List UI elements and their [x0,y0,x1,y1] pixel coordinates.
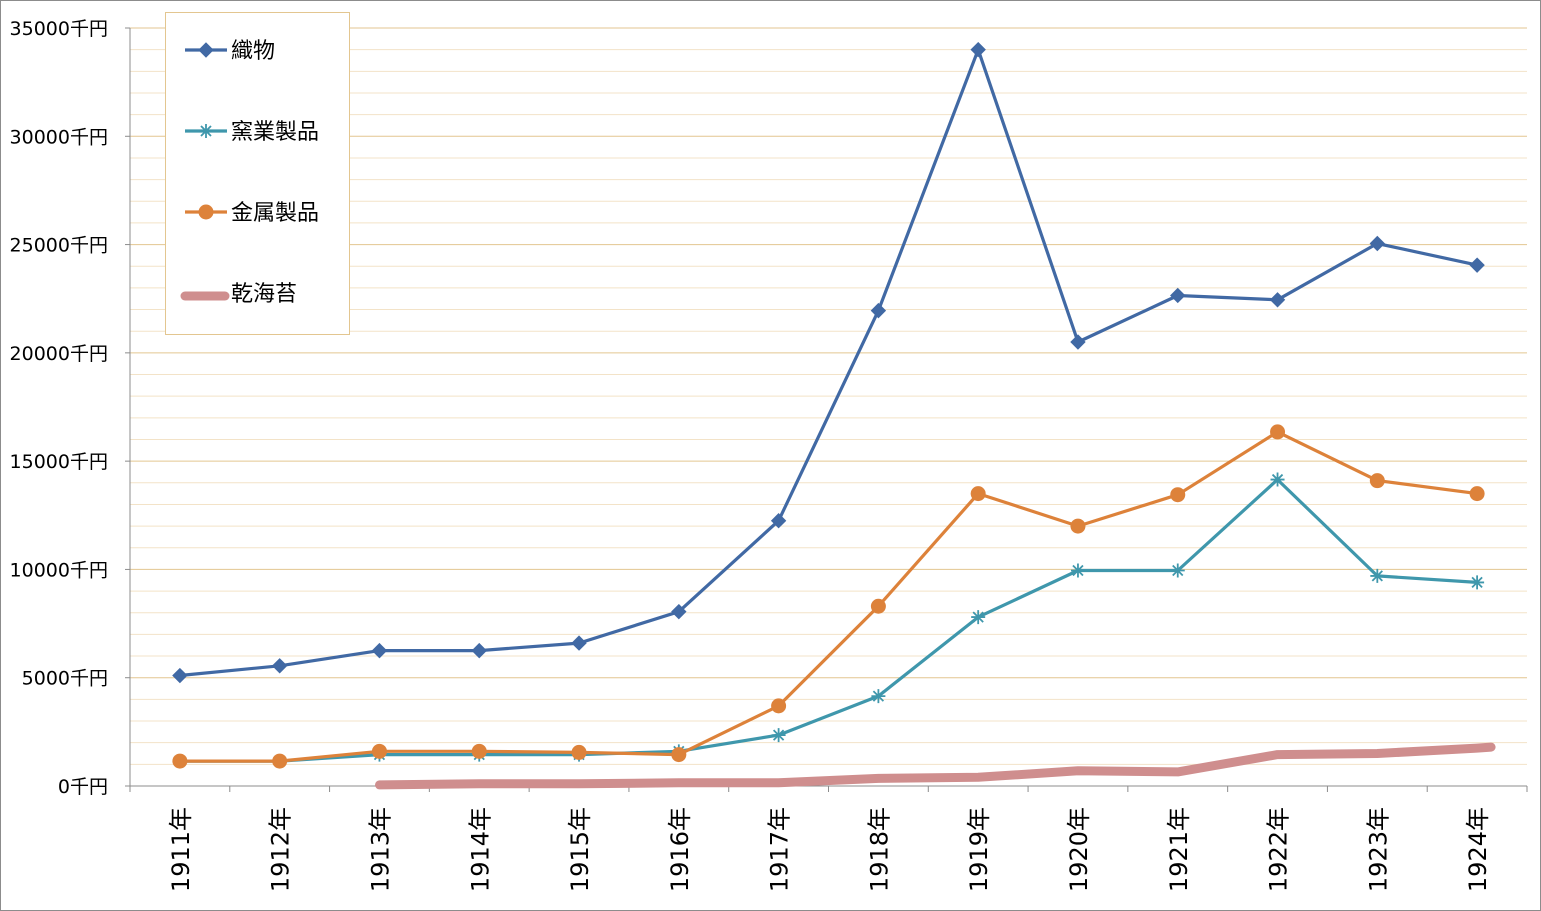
x-axis-labels: 1911年 1912年 1913年 1914年 1915年 1916年 1917年 1918年… [129,786,1528,892]
series-line [178,48,1479,678]
data-point [471,743,487,759]
minor-gridlines [130,49,1527,765]
y-tick-label: 25000千円 [10,235,108,257]
data-point [371,743,387,759]
legend-label: 乾海苔 [231,282,297,307]
data-point [1270,472,1285,487]
data-point [1070,334,1086,350]
data-point [1269,292,1286,308]
legend-marker [198,204,214,220]
data-point [1170,287,1186,304]
data-point [971,610,986,625]
legend-marker [199,124,213,138]
x-tick-label: 1920年 [1065,807,1093,892]
legend-label: 窯業製品 [231,120,319,145]
data-point [671,603,687,620]
data-point [1170,563,1185,578]
series-line [178,430,1479,763]
data-point [371,642,388,659]
series-line [375,742,1496,790]
x-tick-label: 1921年 [1165,807,1193,892]
data-point [172,667,188,684]
y-tick-label: 30000千円 [10,126,108,148]
data-point [271,658,288,674]
series-2 [172,424,1485,769]
data-point [771,698,787,714]
data-point [970,41,986,58]
y-tick-label: 0千円 [58,776,108,798]
x-tick-label: 1912年 [267,807,295,892]
x-tick-label: 1917年 [766,807,794,892]
x-tick-label: 1923年 [1364,807,1392,892]
series-line [178,478,1479,763]
data-point [1369,235,1386,252]
x-tick-label: 1918年 [865,807,893,892]
x-tick-label: 1915年 [566,807,594,892]
data-point [1070,518,1086,534]
data-point [471,642,487,659]
x-tick-label: 1922年 [1265,807,1293,892]
legend-marker [198,42,214,58]
y-tick-label: 20000千円 [10,343,108,365]
data-point [1469,486,1485,502]
data-point [1470,575,1485,590]
data-point [671,747,687,763]
legend-box [165,12,350,335]
data-point [1369,473,1385,489]
legend-item: 金属製品 [185,201,319,226]
data-point [172,753,188,769]
major-gridlines: 0千円 5000千円 10000千円 15000千円 20000千円 25000千円 300… [10,18,1527,798]
data-point [1170,487,1186,503]
x-tick-label: 1914年 [466,807,494,892]
x-tick-label: 1916年 [666,807,694,892]
x-tick-label: 1911年 [167,807,195,892]
legend-label: 織物 [231,39,275,64]
y-tick-label: 10000千円 [10,559,108,581]
legend-label: 金属製品 [231,201,319,226]
legend-item: 乾海苔 [180,282,297,307]
data-point [1070,563,1085,578]
data-point [571,635,587,651]
x-tick-label: 1919年 [965,807,993,892]
data-point [571,744,587,760]
data-point [272,753,288,769]
data-point [770,512,787,529]
data-point [870,598,886,614]
data-point [1370,568,1385,583]
y-tick-label: 5000千円 [22,668,108,690]
data-point [970,486,986,502]
series-3 [375,742,1496,790]
y-tick-label: 35000千円 [10,18,108,40]
y-tick-label: 15000千円 [10,451,108,473]
series-0 [172,41,1485,684]
series-1 [172,472,1485,769]
x-tick-label: 1913年 [366,807,394,892]
legend-item: 織物 [185,39,275,64]
data-point [1469,257,1485,273]
legend-item: 窯業製品 [185,120,319,145]
data-point [1270,424,1286,440]
data-point [871,689,886,704]
data-point [771,728,786,743]
x-tick-label: 1924年 [1464,807,1492,892]
data-point [870,302,887,319]
